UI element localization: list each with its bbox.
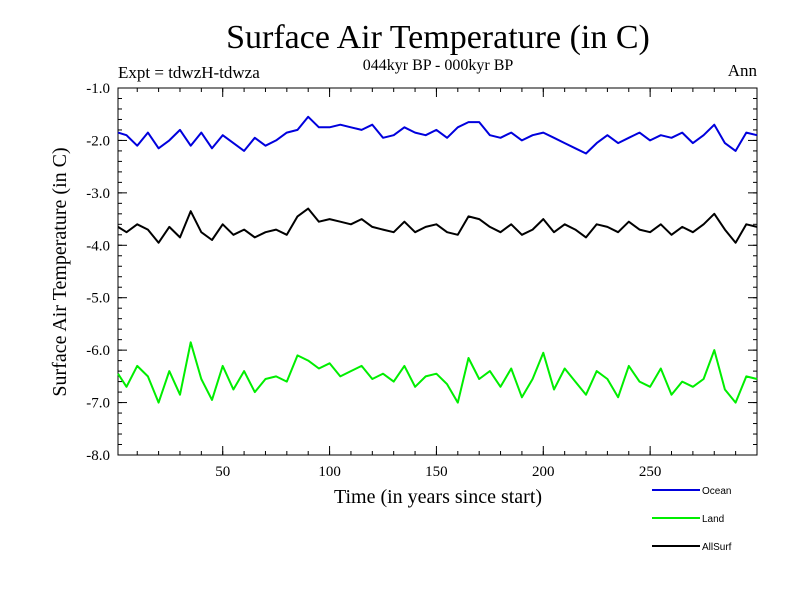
legend-label-land: Land bbox=[702, 514, 724, 525]
series-line-allsurf bbox=[117, 207, 758, 244]
experiment-label: Expt = tdwzH-tdwza bbox=[118, 63, 260, 82]
legend-label-ocean: Ocean bbox=[702, 486, 731, 497]
plot-frame bbox=[117, 87, 758, 456]
y-tick-label: -6.0 bbox=[86, 343, 110, 359]
chart-subtitle: 044kyr BP - 000kyr BP bbox=[363, 57, 514, 74]
season-label: Ann bbox=[728, 61, 758, 80]
x-tick-label: 150 bbox=[425, 464, 448, 480]
series-line-land bbox=[117, 341, 758, 404]
x-tick-label: 100 bbox=[318, 464, 341, 480]
legend: Ocean Land AllSurf bbox=[652, 486, 732, 553]
plot-area: -8.0 -7.0 -6.0 -5.0 -4.0 -3.0 -2.0 -1.0 50 100 150… bbox=[86, 81, 758, 480]
y-tick-label: -3.0 bbox=[86, 186, 110, 202]
x-tick-label: 50 bbox=[215, 464, 230, 480]
y-tick-label: -8.0 bbox=[86, 448, 110, 464]
y-axis-label: Surface Air Temperature (in C) bbox=[49, 147, 71, 396]
chart-title: Surface Air Temperature (in C) bbox=[226, 19, 650, 56]
x-axis-label: Time (in years since start) bbox=[334, 486, 542, 508]
y-tick-label: -1.0 bbox=[86, 81, 110, 97]
x-tick-label: 200 bbox=[532, 464, 555, 480]
legend-label-allsurf: AllSurf bbox=[702, 542, 732, 553]
y-tick-label: -2.0 bbox=[86, 133, 110, 149]
y-tick-label: -7.0 bbox=[86, 396, 110, 412]
y-tick-label: -5.0 bbox=[86, 291, 110, 307]
y-tick-label: -4.0 bbox=[86, 238, 110, 254]
series-line-ocean bbox=[117, 115, 758, 155]
x-tick-label: 250 bbox=[639, 464, 662, 480]
